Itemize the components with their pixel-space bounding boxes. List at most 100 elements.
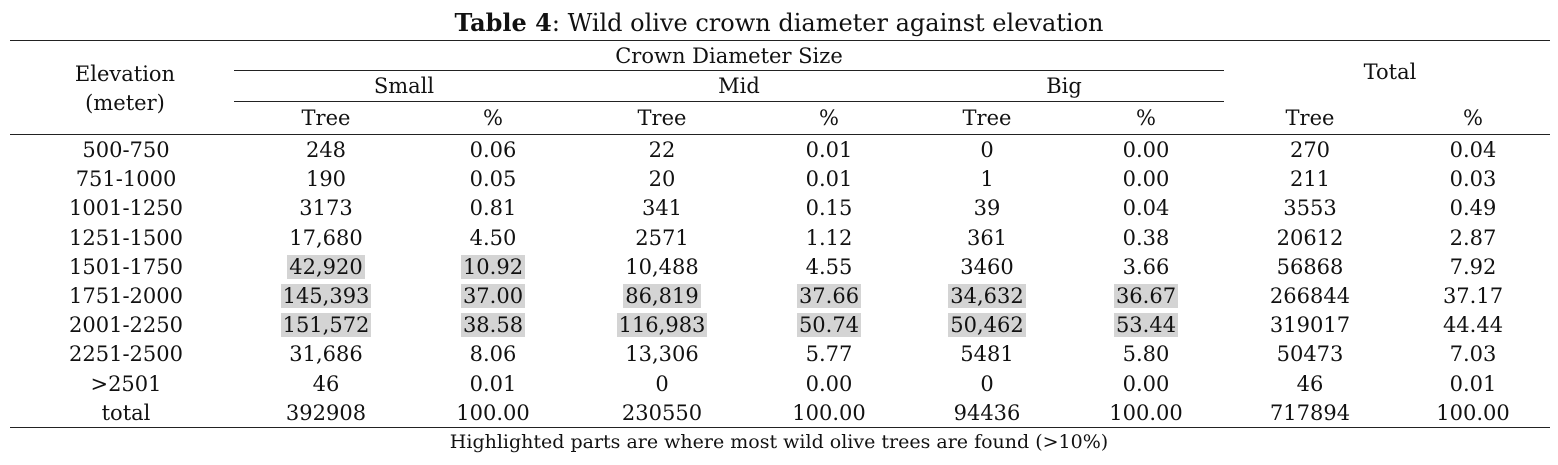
table-cell: 13,306 bbox=[625, 342, 699, 367]
table-cell: 100.00 bbox=[1436, 400, 1510, 425]
table-cell: 0.03 bbox=[1449, 167, 1497, 192]
table-footnote: Highlighted parts are where most wild ol… bbox=[449, 431, 1109, 453]
table-cell: 22 bbox=[648, 138, 676, 162]
highlighted-cell: 10.92 bbox=[460, 254, 526, 279]
table-cell: 1 bbox=[980, 167, 994, 192]
elevation-cell: 500-750 bbox=[82, 138, 170, 162]
table-cell: 0.01 bbox=[805, 167, 853, 192]
elevation-cell: 1751-2000 bbox=[69, 284, 183, 308]
subheader-tree: Tree bbox=[962, 106, 1012, 130]
table-caption: Table 4: Wild olive crown diameter again… bbox=[0, 6, 1558, 40]
subheader-percent: % bbox=[1463, 106, 1483, 130]
elevation-cell: 751-1000 bbox=[75, 167, 177, 192]
table-cell: 4.55 bbox=[805, 254, 853, 279]
elevation-cell: 2251-2500 bbox=[69, 342, 183, 367]
table-cell: 0.01 bbox=[805, 138, 853, 162]
size-header-big: Big bbox=[1046, 74, 1082, 98]
subheader-percent: % bbox=[483, 106, 503, 130]
table-cell: 0.00 bbox=[805, 371, 853, 396]
table-cell: 100.00 bbox=[1109, 400, 1183, 425]
table-cell: 100.00 bbox=[792, 400, 866, 425]
table-cell: 3.66 bbox=[1122, 254, 1170, 279]
table-cell: 56868 bbox=[1276, 254, 1344, 279]
size-rule bbox=[234, 101, 1224, 102]
table-cell: 100.00 bbox=[456, 400, 530, 425]
table-cell: 0 bbox=[980, 138, 994, 162]
table-cell: 50473 bbox=[1276, 342, 1344, 367]
table-cell: 0.04 bbox=[1122, 196, 1170, 221]
table-cell: 2.87 bbox=[1449, 225, 1497, 250]
table-cell: 37.17 bbox=[1442, 284, 1504, 308]
table-cell: 4.50 bbox=[469, 225, 517, 250]
highlighted-cell: 53.44 bbox=[1113, 313, 1179, 338]
table-cell: 270 bbox=[1289, 138, 1331, 162]
table-cell: 1.12 bbox=[805, 225, 853, 250]
table-cell: 361 bbox=[966, 225, 1008, 250]
top-rule bbox=[10, 40, 1550, 41]
table-cell: 266844 bbox=[1269, 284, 1351, 308]
table-cell: 3553 bbox=[1283, 196, 1337, 221]
size-header-mid: Mid bbox=[718, 74, 760, 98]
highlighted-cell: 145,393 bbox=[280, 284, 372, 308]
table-cell: 717894 bbox=[1269, 400, 1351, 425]
table-cell: 3460 bbox=[960, 254, 1014, 279]
table-cell: 5481 bbox=[960, 342, 1014, 367]
highlighted-cell: 34,632 bbox=[948, 284, 1026, 308]
table-cell: 31,686 bbox=[289, 342, 363, 367]
table-cell: 0.49 bbox=[1449, 196, 1497, 221]
subheader-tree: Tree bbox=[637, 106, 687, 130]
table-cell: 2571 bbox=[635, 225, 689, 250]
highlighted-cell: 50,462 bbox=[948, 313, 1026, 338]
highlighted-cell: 37.00 bbox=[460, 284, 526, 308]
table-cell: 8.06 bbox=[469, 342, 517, 367]
subheader-percent: % bbox=[819, 106, 839, 130]
elevation-cell: >2501 bbox=[90, 371, 162, 396]
total-header: Total bbox=[1363, 60, 1417, 84]
highlighted-cell: 36.67 bbox=[1113, 284, 1179, 308]
table-cell: 5.80 bbox=[1122, 342, 1170, 367]
table-cell: 39 bbox=[973, 196, 1001, 221]
table-cell: 0 bbox=[980, 371, 994, 396]
table-cell: 392908 bbox=[285, 400, 367, 425]
table-cell: 0.00 bbox=[1122, 167, 1170, 192]
table-cell: 0.15 bbox=[805, 196, 853, 221]
subheader-tree: Tree bbox=[1285, 106, 1335, 130]
table-cell: 20612 bbox=[1276, 225, 1344, 250]
table-caption-text: : Wild olive crown diameter against elev… bbox=[551, 9, 1104, 37]
bottom-rule bbox=[10, 427, 1550, 428]
table-caption-label: Table 4 bbox=[454, 8, 552, 37]
table-cell: 3173 bbox=[299, 196, 353, 221]
table-cell: 0.00 bbox=[1122, 371, 1170, 396]
table-cell: 0.04 bbox=[1449, 138, 1497, 162]
highlighted-cell: 38.58 bbox=[460, 313, 526, 338]
highlighted-cell: 50.74 bbox=[796, 313, 862, 338]
table-cell: 0.05 bbox=[469, 167, 517, 192]
table-cell: 0.06 bbox=[469, 138, 517, 162]
table-cell: 248 bbox=[305, 138, 347, 162]
table-cell: 319017 bbox=[1269, 313, 1351, 338]
table-cell: 0.00 bbox=[1122, 138, 1170, 162]
highlighted-cell: 151,572 bbox=[280, 313, 372, 338]
table-cell: 7.03 bbox=[1449, 342, 1497, 367]
table-cell: 230550 bbox=[621, 400, 703, 425]
table-cell: 17,680 bbox=[289, 225, 363, 250]
table-cell: 0.01 bbox=[1449, 371, 1497, 396]
elevation-cell: 1251-1500 bbox=[69, 225, 183, 250]
group-rule bbox=[234, 70, 1224, 71]
highlighted-cell: 37.66 bbox=[796, 284, 862, 308]
table-cell: 5.77 bbox=[805, 342, 853, 367]
table-cell: 94436 bbox=[953, 400, 1021, 425]
table-cell: 190 bbox=[305, 167, 347, 192]
elevation-cell: total bbox=[101, 400, 151, 425]
table-cell: 0.38 bbox=[1122, 225, 1170, 250]
table-cell: 0.81 bbox=[469, 196, 517, 221]
table-cell: 211 bbox=[1289, 167, 1331, 192]
elevation-cell: 2001-2250 bbox=[69, 313, 183, 338]
highlighted-cell: 116,983 bbox=[616, 313, 708, 338]
highlighted-cell: 86,819 bbox=[623, 284, 701, 308]
table-cell: 44.44 bbox=[1442, 313, 1504, 338]
table-cell: 0 bbox=[655, 371, 669, 396]
elevation-header-line2: (meter) bbox=[85, 91, 165, 115]
table-cell: 7.92 bbox=[1449, 254, 1497, 279]
subheader-tree: Tree bbox=[301, 106, 351, 130]
